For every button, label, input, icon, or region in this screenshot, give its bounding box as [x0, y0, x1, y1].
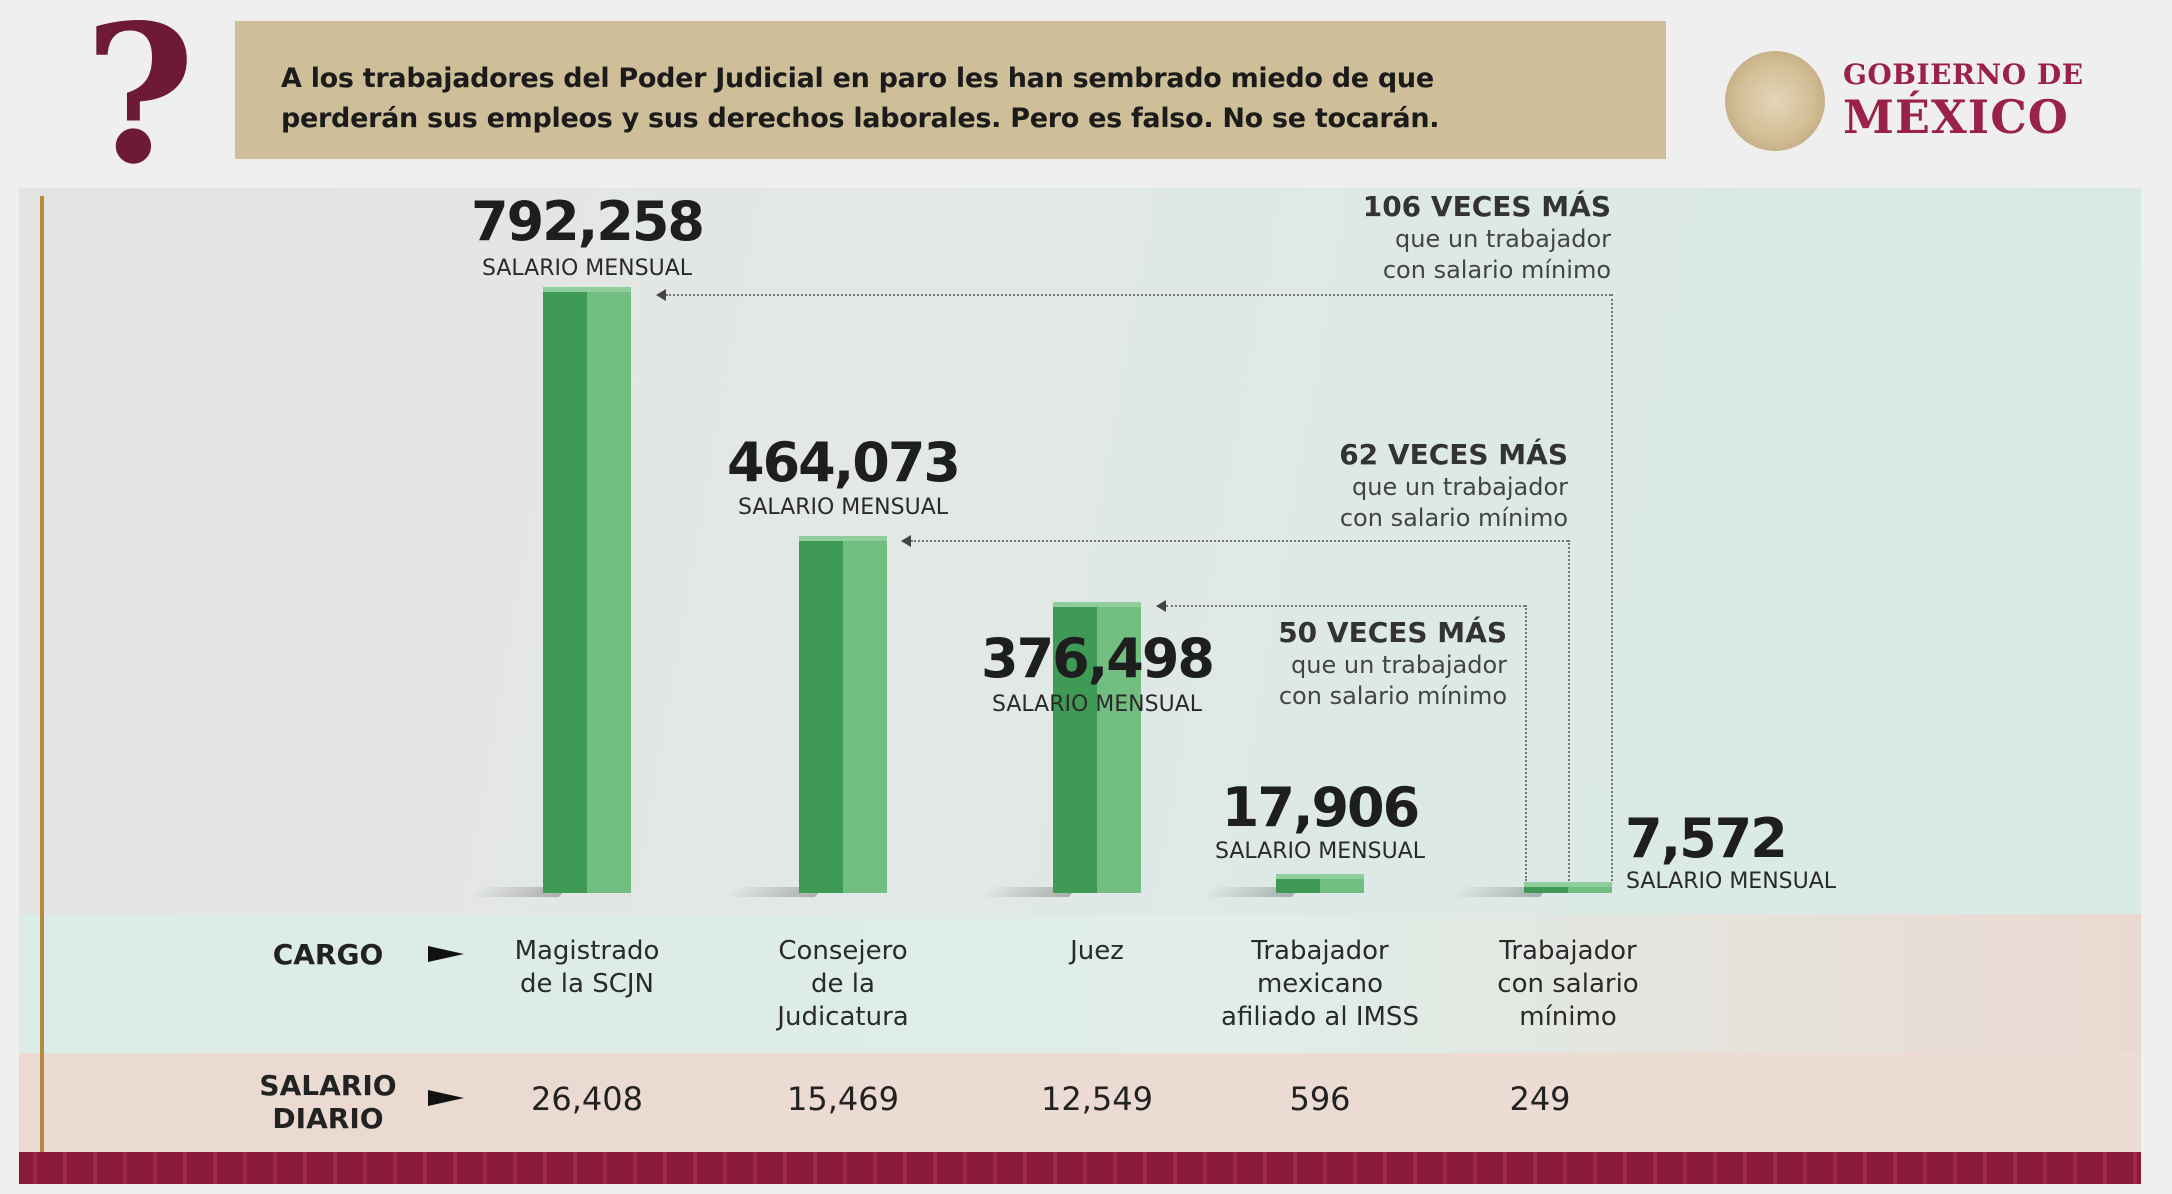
salario-diario-value: 26,408	[531, 1080, 643, 1118]
salario-diario-value: 12,549	[1041, 1080, 1153, 1118]
cargo-cell: Juez	[977, 935, 1217, 968]
bar	[799, 540, 843, 893]
headline: A los trabajadores del Poder Judicial en…	[281, 59, 1440, 139]
dotted-connector	[1166, 605, 1525, 607]
bar	[1568, 887, 1612, 893]
cargo-line: Judicatura	[777, 1002, 909, 1032]
headline-banner: A los trabajadores del Poder Judicial en…	[235, 21, 1666, 159]
cargo-line: mínimo	[1519, 1002, 1617, 1032]
bar-top	[1053, 602, 1141, 608]
cargo-line: Trabajador	[1499, 936, 1637, 966]
bar	[1320, 879, 1364, 893]
dotted-connector	[1568, 540, 1570, 881]
annotation-line: 62 VECES MÁS	[1339, 438, 1568, 471]
cargo-row	[19, 914, 2141, 1053]
value-sublabel: SALARIO MENSUAL	[1214, 839, 1426, 864]
question-mark-icon: ?	[84, 0, 196, 206]
cargo-line: Magistrado	[514, 936, 660, 966]
annotation-line: que un trabajador	[1352, 473, 1568, 501]
headline-line: A los trabajadores del Poder Judicial en…	[281, 63, 1434, 94]
cargo-line: afiliado al IMSS	[1221, 1002, 1419, 1032]
bar-top	[543, 287, 631, 292]
dotted-connector	[666, 294, 1611, 296]
arrow-left-icon	[901, 535, 911, 547]
bar	[1276, 879, 1320, 893]
label-line: DIARIO	[272, 1102, 384, 1135]
cargo-cell: Magistrado de la SCJN	[467, 935, 707, 1001]
logo-text: GOBIERNO DE	[1843, 58, 2084, 91]
cargo-cell: Consejero de la Judicatura	[723, 935, 963, 1034]
dotted-connector	[1525, 605, 1527, 881]
annotation: 106 VECES MÁS que un trabajador con salari…	[1363, 190, 1611, 286]
arrow-left-icon	[656, 289, 666, 301]
salario-diario-row	[19, 1053, 2141, 1152]
salario-diario-label: SALARIO DIARIO	[259, 1069, 396, 1135]
coat-of-arms-icon	[1725, 51, 1825, 151]
cargo-line: Trabajador	[1251, 936, 1389, 966]
footer-pattern	[19, 1152, 2141, 1184]
value-sublabel: SALARIO MENSUAL	[481, 256, 693, 281]
annotation-line: que un trabajador	[1291, 651, 1507, 679]
annotation-line: que un trabajador	[1395, 225, 1611, 253]
cargo-label: CARGO	[272, 938, 384, 971]
bar-top	[1524, 882, 1612, 887]
value-label: 376,498	[981, 627, 1215, 690]
cargo-line: de la SCJN	[520, 969, 654, 999]
bar-top	[1276, 874, 1364, 880]
cargo-line: mexicano	[1256, 969, 1384, 999]
cargo-cell: Trabajador mexicano afiliado al IMSS	[1200, 935, 1440, 1034]
value-label: 7,572	[1625, 807, 1788, 870]
bar-top	[799, 535, 887, 541]
headline-line: perderán sus empleos y sus derechos labo…	[281, 103, 1440, 134]
annotation: 50 VECES MÁS que un trabajador con salario…	[1278, 616, 1507, 712]
salario-diario-value: 249	[1509, 1080, 1571, 1118]
bar	[1097, 607, 1141, 893]
bar	[843, 540, 887, 893]
cargo-cell: Trabajador con salario mínimo	[1448, 935, 1688, 1034]
bar	[543, 292, 587, 893]
logo-text: MÉXICO	[1843, 90, 2069, 144]
arrow-left-icon	[1156, 600, 1166, 612]
bar	[587, 292, 631, 893]
arrow-right-icon	[428, 946, 464, 962]
cargo-line: con salario	[1497, 969, 1639, 999]
bar	[1053, 607, 1097, 893]
salario-diario-value: 596	[1289, 1080, 1351, 1118]
annotation-line: con salario mínimo	[1339, 504, 1568, 532]
dotted-connector	[1611, 294, 1613, 881]
annotation-line: 50 VECES MÁS	[1278, 616, 1507, 649]
value-sublabel: SALARIO MENSUAL	[991, 692, 1203, 717]
label-line: SALARIO	[259, 1069, 397, 1102]
annotation-line: 106 VECES MÁS	[1362, 190, 1611, 223]
value-label: 792,258	[471, 190, 705, 253]
cargo-line: Consejero	[778, 936, 908, 966]
annotation-line: con salario mínimo	[1278, 682, 1507, 710]
arrow-right-icon	[428, 1090, 464, 1106]
annotation-line: con salario mínimo	[1382, 256, 1611, 284]
value-label: 464,073	[727, 431, 961, 494]
cargo-line: de la	[811, 969, 875, 999]
value-label: 17,906	[1221, 776, 1420, 839]
annotation: 62 VECES MÁS que un trabajador con salario…	[1339, 438, 1568, 534]
value-sublabel: SALARIO MENSUAL	[1626, 869, 1837, 894]
divider	[40, 196, 44, 1152]
cargo-line: Juez	[1070, 936, 1124, 966]
salario-diario-value: 15,469	[787, 1080, 899, 1118]
bar	[1524, 887, 1568, 893]
value-sublabel: SALARIO MENSUAL	[737, 495, 949, 520]
dotted-connector	[911, 540, 1568, 542]
